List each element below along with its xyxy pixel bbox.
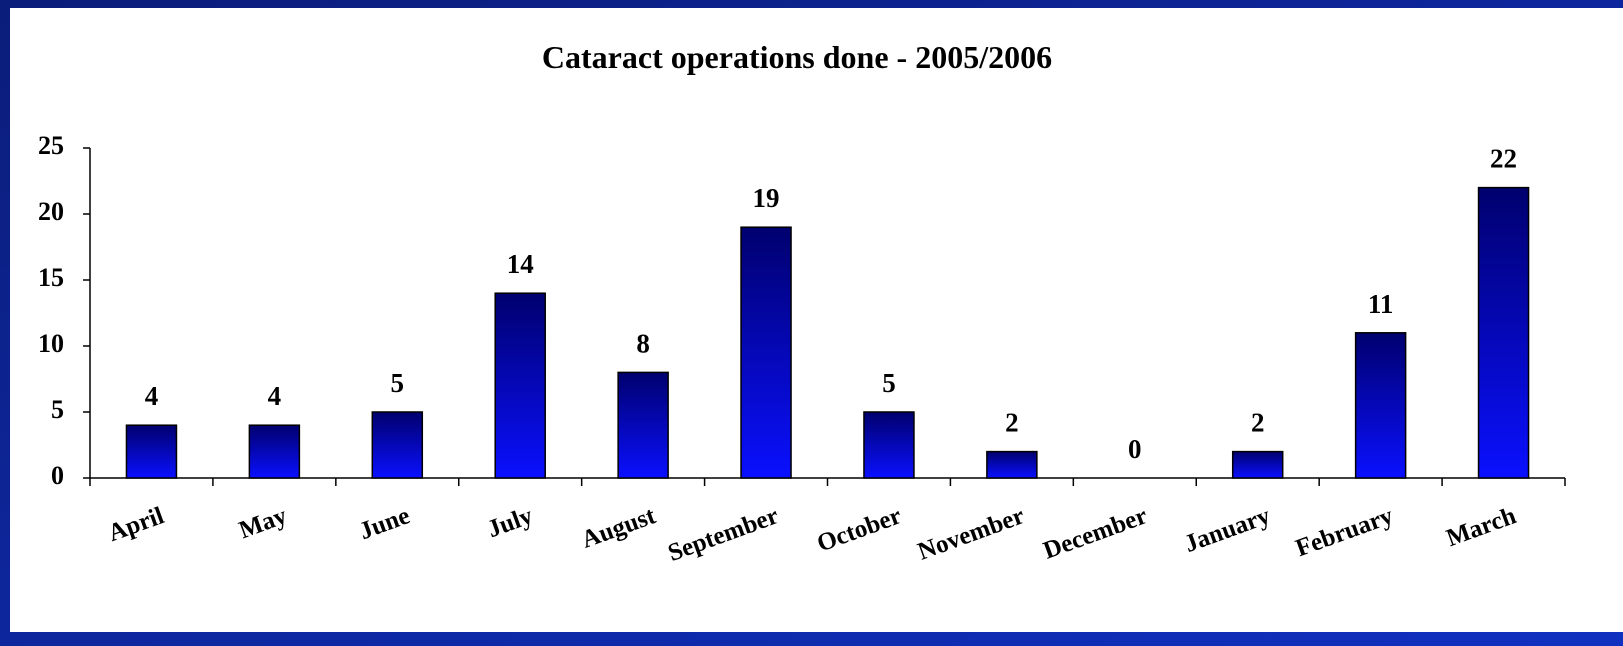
y-tick-label: 20 — [38, 197, 64, 226]
data-label: 19 — [753, 183, 780, 213]
bar — [494, 292, 546, 479]
data-label: 2 — [1251, 408, 1265, 438]
data-label: 5 — [391, 368, 405, 398]
y-tick-label: 0 — [51, 461, 64, 490]
plot-panel — [10, 8, 1623, 632]
bar — [1354, 332, 1407, 479]
y-tick-label: 5 — [51, 395, 64, 424]
data-label: 5 — [882, 368, 896, 398]
data-label: 14 — [507, 249, 534, 279]
bar — [371, 411, 424, 479]
data-label: 22 — [1490, 144, 1517, 174]
bar — [863, 411, 915, 479]
bar — [617, 371, 669, 479]
data-label: 2 — [1005, 408, 1019, 438]
data-label: 4 — [268, 381, 282, 411]
bar — [248, 424, 301, 479]
y-tick-label: 15 — [38, 263, 64, 292]
y-tick-label: 25 — [38, 131, 64, 160]
bar — [1231, 450, 1284, 479]
bar — [1477, 186, 1530, 479]
data-label: 8 — [636, 328, 650, 358]
y-tick-label: 10 — [38, 329, 64, 358]
bar — [740, 226, 792, 479]
chart-title: Cataract operations done - 2005/2006 — [542, 39, 1052, 75]
bar — [125, 424, 178, 479]
data-label: 0 — [1128, 434, 1142, 464]
data-label: 11 — [1368, 289, 1394, 319]
bar — [986, 450, 1038, 479]
data-label: 4 — [145, 381, 159, 411]
